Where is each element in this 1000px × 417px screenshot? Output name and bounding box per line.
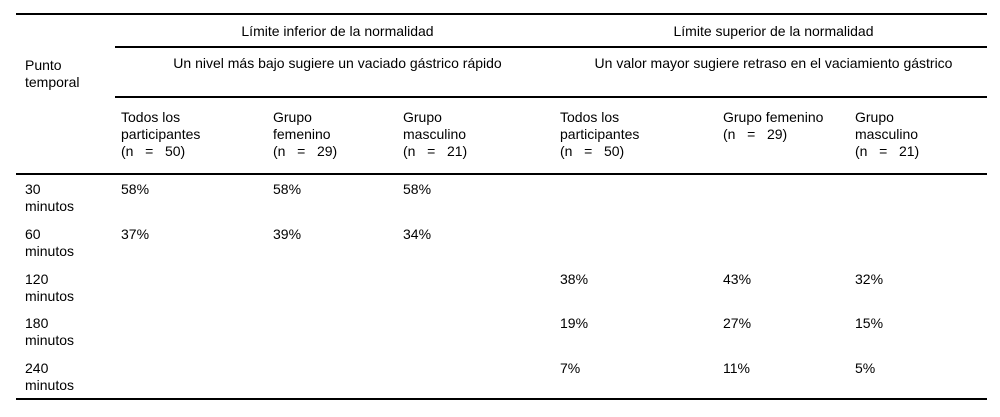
- value-cell: [403, 309, 560, 354]
- value-cell: 19%: [560, 315, 589, 332]
- value-cell: [121, 309, 273, 354]
- value-cell: [273, 354, 403, 399]
- value-cell: [723, 220, 855, 265]
- value-cell: 27%: [723, 315, 752, 332]
- group-header-lower-limit: Límite inferior de la normalidad: [241, 23, 434, 39]
- column-header-male-group-lower: Grupo masculino (n = 21): [403, 109, 468, 159]
- group-header-upper-limit: Límite superior de la normalidad: [673, 23, 874, 39]
- value-cell: 5%: [855, 360, 876, 377]
- value-cell: 58%: [273, 181, 302, 197]
- group-subheader-upper-limit: Un valor mayor sugiere retraso en el vac…: [594, 55, 953, 71]
- time-cell: 30 minutos: [25, 181, 75, 214]
- rule-bottom: [16, 398, 987, 400]
- normality-limits-table: Límite inferior de la normalidad Límite …: [16, 0, 987, 417]
- time-cell: 240 minutos: [25, 360, 75, 394]
- value-cell: [121, 265, 273, 310]
- column-header-all-participants-upper: Todos los participantes (n = 50): [560, 109, 640, 159]
- value-cell: 34%: [403, 225, 432, 242]
- value-cell: [403, 354, 560, 399]
- value-cell: [560, 220, 723, 265]
- value-cell: [273, 309, 403, 354]
- value-cell: [855, 220, 987, 265]
- value-cell: 37%: [121, 225, 150, 242]
- rule-above-body: [16, 173, 987, 175]
- value-cell: [273, 265, 403, 310]
- column-header-female-group-lower: Grupo femenino (n = 29): [273, 109, 338, 159]
- rule-under-subheaders: [115, 96, 987, 98]
- value-cell: 58%: [121, 181, 150, 197]
- rule-top: [16, 13, 987, 15]
- value-cell: 7%: [560, 360, 581, 377]
- value-cell: 15%: [855, 315, 884, 332]
- value-cell: [121, 354, 273, 399]
- value-cell: [560, 175, 723, 220]
- value-cell: [723, 175, 855, 220]
- value-cell: [403, 265, 560, 310]
- time-cell: 120 minutos: [25, 270, 75, 304]
- value-cell: 39%: [273, 225, 302, 242]
- rule-under-group-headers: [115, 46, 987, 48]
- table-body: 30 minutos 58% 58% 58% 60 minutos 37% 39…: [16, 175, 987, 399]
- time-cell: 60 minutos: [25, 225, 75, 259]
- column-header-female-group-upper: Grupo femenino (n = 29): [723, 109, 824, 142]
- value-cell: 11%: [723, 360, 750, 377]
- time-cell: 180 minutos: [25, 315, 75, 349]
- value-cell: 32%: [855, 270, 884, 287]
- value-cell: 38%: [560, 270, 589, 287]
- value-cell: [855, 175, 987, 220]
- column-header-all-participants-lower: Todos los participantes (n = 50): [121, 109, 201, 159]
- group-subheader-lower-limit: Un nivel más bajo sugiere un vaciado gás…: [173, 55, 502, 71]
- value-cell: 43%: [723, 270, 752, 287]
- value-cell: 58%: [403, 181, 432, 197]
- column-header-male-group-upper: Grupo masculino (n = 21): [855, 109, 920, 159]
- corner-header-time-point: Punto temporal: [25, 57, 80, 90]
